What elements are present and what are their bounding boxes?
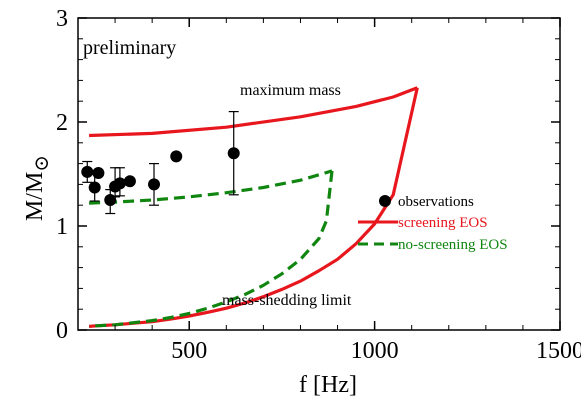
- y-tick-label: 2: [56, 110, 68, 136]
- y-tick-label: 3: [56, 6, 68, 32]
- plot-frame: [77, 17, 561, 331]
- observation-marker: [123, 175, 136, 188]
- y-axis-title: M/M⊙: [22, 155, 53, 221]
- svg-text:M/M⊙: M/M⊙: [22, 155, 53, 221]
- series-layer: [88, 86, 419, 328]
- y-tick-label: 1: [56, 214, 68, 240]
- series-line-no-screening-eos-lower: [88, 170, 334, 328]
- observation-point: [227, 110, 240, 196]
- series-line-screening-eos-upper: [89, 86, 418, 138]
- observation-point: [170, 150, 183, 163]
- series-line-no-screening-eos-upper: [89, 169, 333, 205]
- observation-marker: [170, 150, 183, 163]
- observation-point: [81, 160, 94, 183]
- legend: observations screening EOS no-screening …: [358, 194, 508, 253]
- x-tick-label: 1500: [536, 338, 581, 364]
- y-tick-label: 0: [56, 318, 68, 344]
- observation-point: [92, 166, 105, 179]
- y-axis-title-main: M/M: [22, 172, 48, 221]
- observation-marker: [81, 165, 94, 178]
- observation-marker: [104, 194, 117, 206]
- legend-label-observations: observations: [398, 194, 474, 210]
- preliminary-label: preliminary: [83, 37, 176, 59]
- observation-marker: [92, 166, 105, 179]
- legend-label-screening: screening EOS: [398, 215, 488, 231]
- x-tick-label: 500: [171, 338, 207, 364]
- observation-point: [104, 189, 117, 215]
- observations-layer: [81, 110, 240, 215]
- x-axis-title: f [Hz]: [299, 372, 357, 398]
- observation-marker: [227, 147, 240, 160]
- sun-symbol: ⊙: [31, 155, 53, 172]
- observation-marker: [148, 178, 161, 191]
- legend-label-no-screening: no-screening EOS: [398, 237, 508, 253]
- ticks-layer: 500 1000 1500 0 1 2 3: [56, 6, 581, 364]
- x-tick-label: 1000: [351, 338, 399, 364]
- observation-marker: [113, 177, 126, 190]
- observation-point: [148, 163, 161, 206]
- maximum-mass-label: maximum mass: [240, 82, 341, 99]
- observation-marker: [88, 181, 101, 194]
- observation-point: [113, 167, 126, 197]
- legend-marker-observations: [379, 195, 391, 207]
- observation-point: [123, 175, 136, 188]
- mass-shedding-limit-label: mass-shedding limit: [222, 292, 352, 309]
